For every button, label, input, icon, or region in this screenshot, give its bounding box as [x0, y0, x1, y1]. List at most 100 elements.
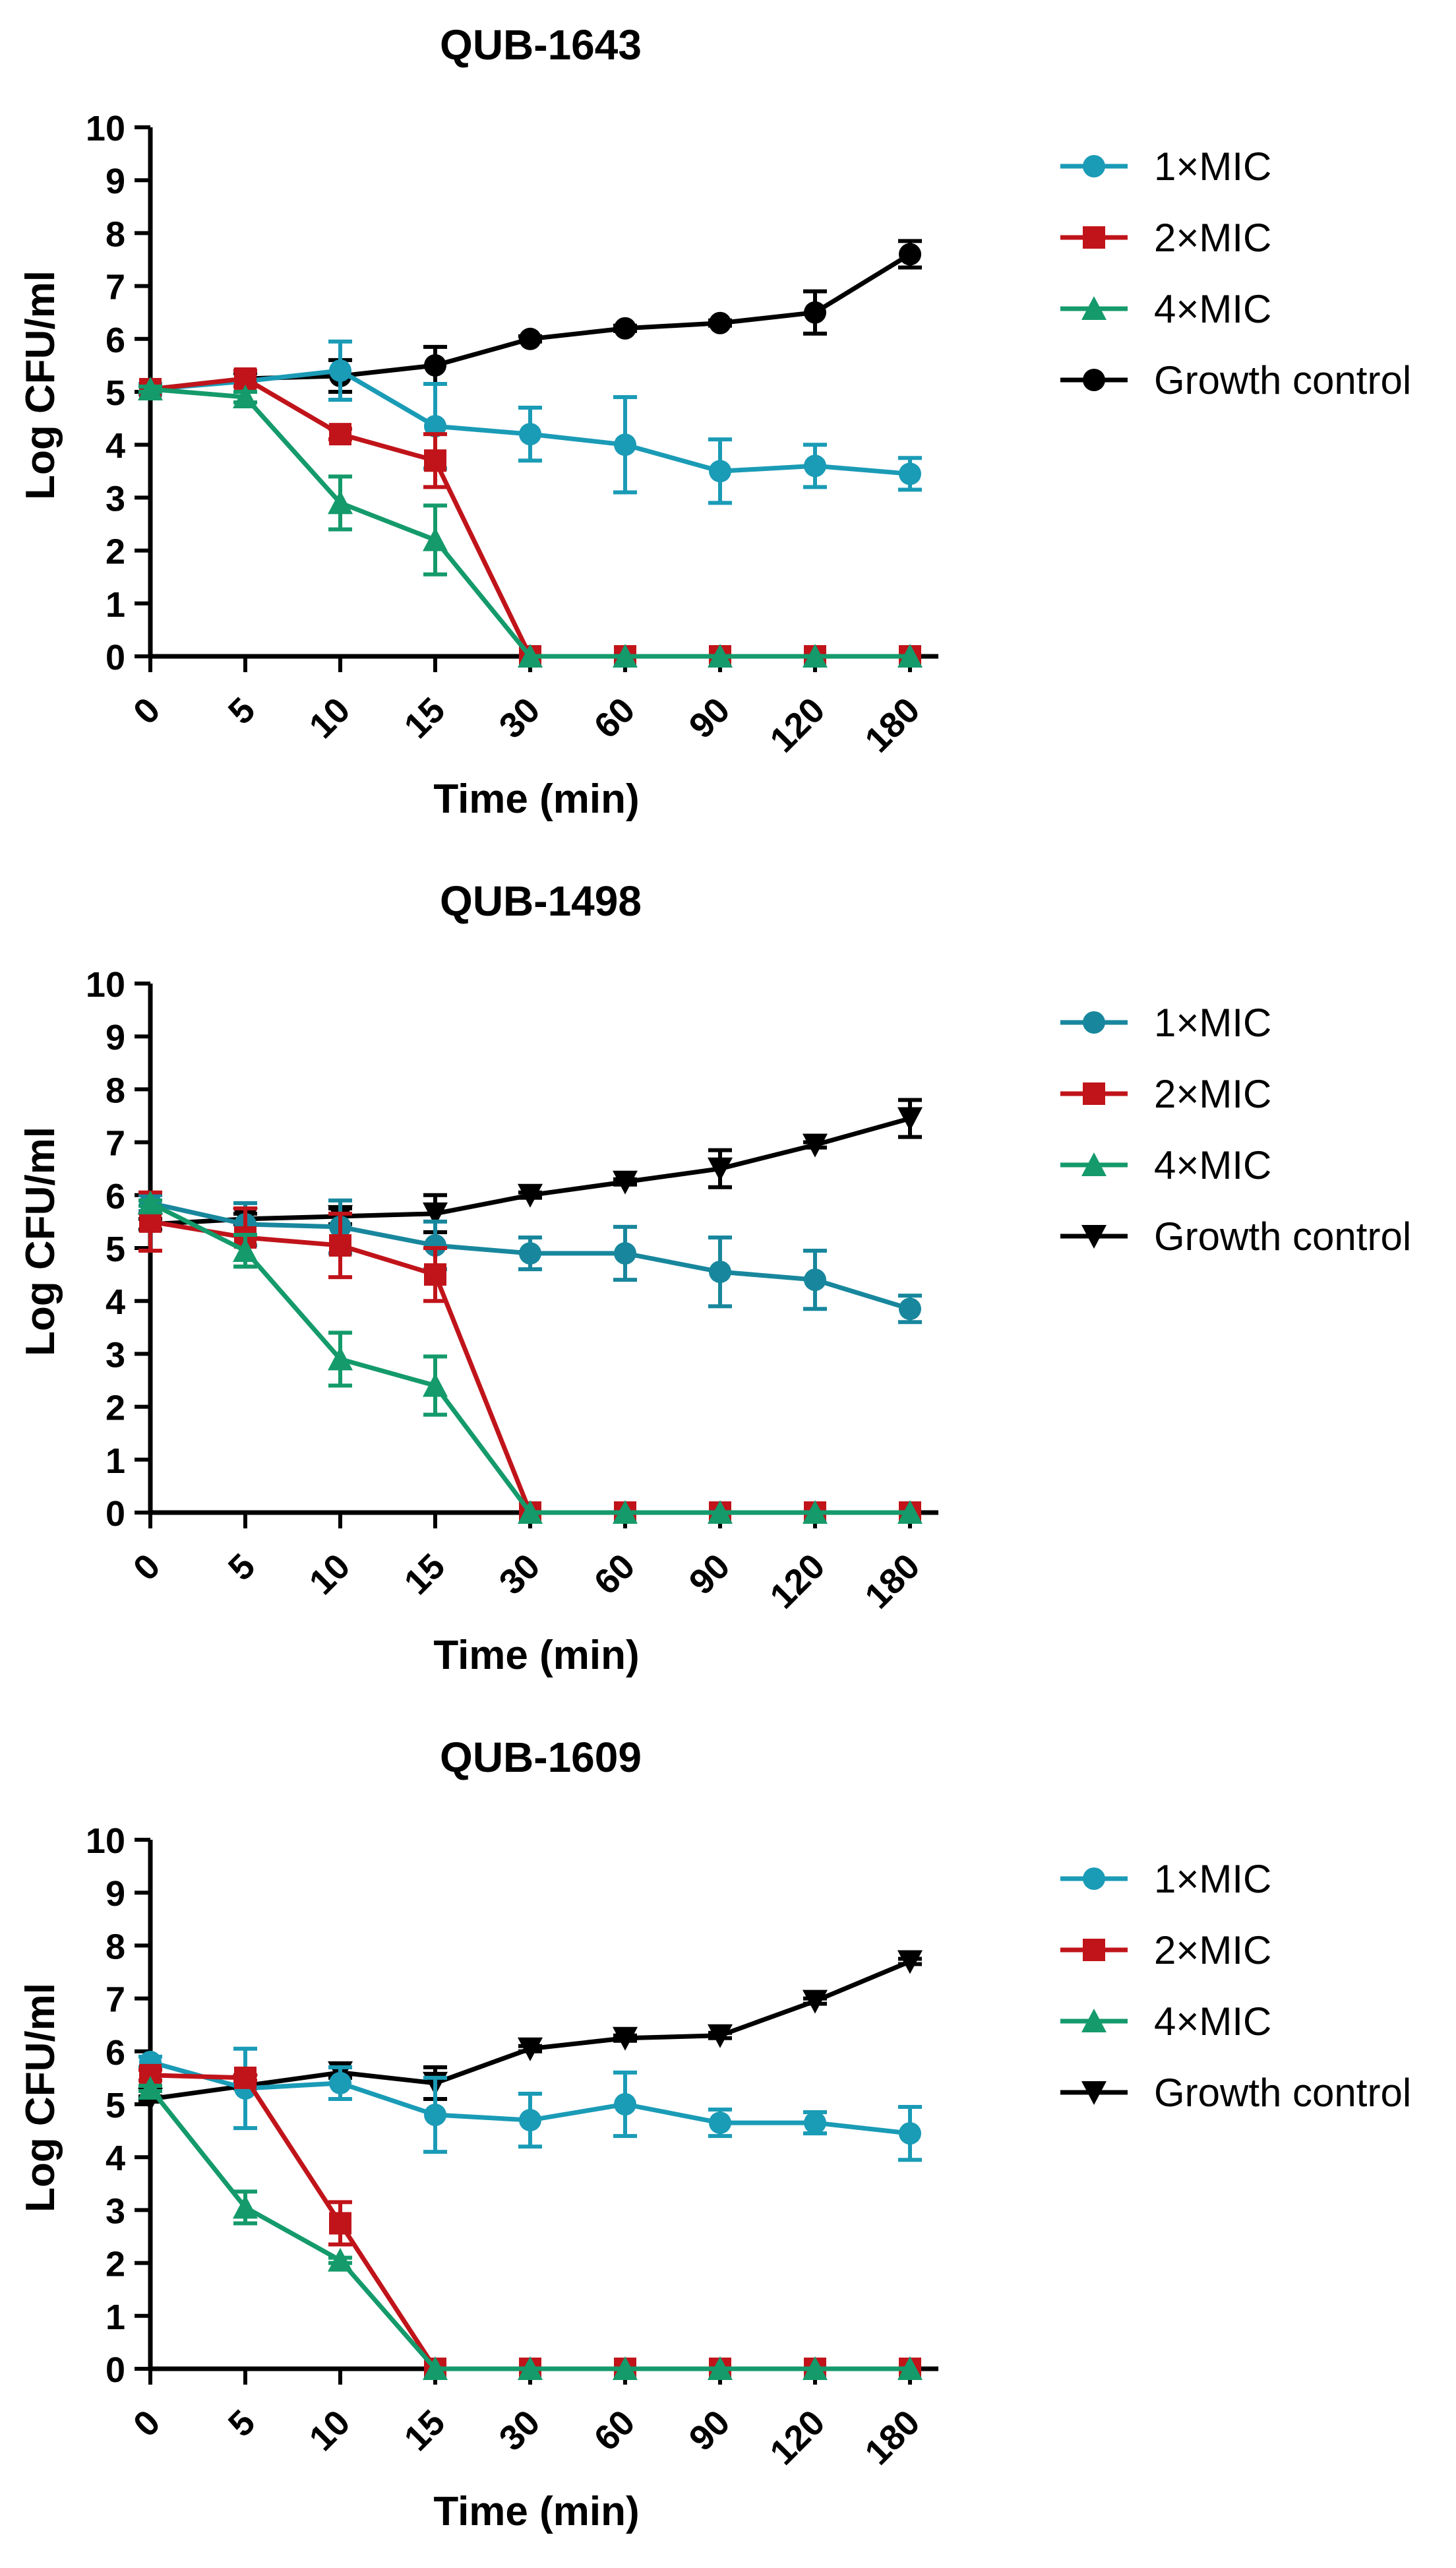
- x-tick-label: 10: [302, 690, 358, 746]
- series-4: [138, 1098, 923, 1237]
- data-point: [234, 2066, 257, 2089]
- data-point: [424, 1263, 446, 1286]
- x-tick-label: 30: [492, 690, 548, 746]
- series-line: [150, 1959, 911, 2102]
- data-point: [614, 2093, 636, 2115]
- data-point: [897, 1500, 923, 1524]
- data-point: [708, 644, 733, 668]
- legend-entry: 4×MIC: [1060, 287, 1271, 331]
- data-point: [897, 2356, 923, 2380]
- data-point: [897, 1950, 923, 1974]
- data-point: [613, 2026, 638, 2051]
- y-tick-label: 1: [106, 585, 125, 625]
- y-tick-label: 1: [106, 2298, 125, 2337]
- data-point: [614, 1242, 636, 1265]
- data-point: [519, 1242, 541, 1265]
- data-point: [518, 2037, 543, 2061]
- data-point: [329, 359, 351, 382]
- data-point: [897, 644, 923, 668]
- data-point: [803, 644, 828, 668]
- legend-entry: 1×MIC: [1060, 1857, 1271, 1901]
- legend-label: Growth control: [1154, 1214, 1411, 1259]
- series-3: [138, 2075, 923, 2380]
- x-tick-label: 10: [302, 2402, 358, 2458]
- series-3: [138, 1190, 923, 1524]
- data-point: [519, 423, 541, 446]
- x-tick-label: 120: [762, 690, 832, 760]
- data-point: [899, 243, 921, 266]
- data-point: [614, 317, 636, 340]
- x-tick-label: 30: [492, 2402, 548, 2458]
- y-tick-label: 6: [106, 1177, 125, 1216]
- x-tick-label: 60: [587, 1546, 643, 1602]
- legend-entry: 1×MIC: [1060, 1001, 1271, 1045]
- chart-panel-1: QUB-1643 0 1 2 3 4 5 6 7 8 9 10 0 5 10 15 30 60 90 120 180 Ti…: [0, 0, 1456, 856]
- legend-marker: [1083, 1011, 1105, 1034]
- data-point: [899, 462, 921, 485]
- legend-label: 2×MIC: [1154, 1072, 1271, 1116]
- legend-label: 1×MIC: [1154, 144, 1271, 189]
- y-tick-label: 9: [106, 162, 125, 201]
- x-tick-label: 60: [587, 2402, 643, 2458]
- y-tick-label: 5: [106, 2086, 125, 2125]
- data-point: [518, 644, 543, 668]
- y-tick-label: 9: [106, 1018, 125, 1057]
- data-point: [518, 1500, 543, 1524]
- legend-marker: [1083, 1082, 1105, 1105]
- data-point: [708, 1500, 733, 1524]
- data-point: [804, 2112, 826, 2135]
- y-tick-label: 10: [86, 109, 125, 148]
- x-axis-label: Time (min): [433, 1633, 639, 1678]
- y-tick-label: 6: [106, 321, 125, 360]
- y-tick-label: 10: [86, 965, 125, 1005]
- series-1: [138, 2046, 922, 2162]
- x-tick-label: 90: [682, 1546, 738, 1602]
- data-point: [423, 2356, 448, 2380]
- data-point: [613, 1170, 638, 1195]
- legend-entry: Growth control: [1060, 358, 1411, 402]
- legend-marker: [1083, 226, 1105, 249]
- y-tick-label: 7: [106, 1124, 125, 1164]
- data-point: [803, 1133, 828, 1158]
- x-tick-label: 180: [857, 2402, 927, 2472]
- x-tick-label: 90: [682, 690, 738, 746]
- data-point: [423, 527, 448, 551]
- data-point: [897, 1107, 923, 1131]
- data-point: [804, 301, 826, 324]
- chart-qub-1609: QUB-1609 0 1 2 3 4 5 6 7 8 9 10 0 5 10 15 30 60 90 120 180 Ti…: [18, 1734, 1411, 2534]
- y-tick-label: 7: [106, 1980, 125, 2020]
- y-tick-label: 5: [106, 373, 125, 413]
- data-point: [613, 2356, 638, 2380]
- x-tick-label: 15: [397, 690, 453, 746]
- legend-label: 2×MIC: [1154, 1928, 1271, 1972]
- y-tick-label: 0: [106, 1494, 125, 1534]
- legend-label: 1×MIC: [1154, 1857, 1271, 1901]
- y-tick-label: 5: [106, 1230, 125, 1269]
- y-tick-label: 8: [106, 1071, 125, 1110]
- legend-entry: 1×MIC: [1060, 144, 1271, 189]
- legend-entry: 2×MIC: [1060, 1928, 1271, 1972]
- data-point: [899, 2122, 921, 2145]
- y-tick-label: 2: [106, 532, 125, 572]
- data-point: [613, 1500, 638, 1524]
- data-point: [518, 2356, 543, 2380]
- series-line: [150, 1116, 911, 1227]
- data-point: [709, 460, 731, 483]
- data-point: [804, 454, 826, 478]
- data-point: [424, 415, 446, 438]
- data-point: [519, 2109, 541, 2132]
- data-point: [233, 1238, 258, 1263]
- y-tick-label: 0: [106, 2350, 125, 2390]
- data-point: [423, 1202, 448, 1226]
- y-tick-label: 3: [106, 2191, 125, 2231]
- x-tick-label: 120: [762, 2402, 832, 2472]
- data-point: [329, 2212, 351, 2235]
- legend-marker: [1081, 2009, 1107, 2032]
- chart-title: QUB-1498: [440, 877, 642, 925]
- legend-entry: 2×MIC: [1060, 216, 1271, 260]
- x-tick-label: 180: [857, 1546, 927, 1616]
- x-tick-label: 180: [857, 690, 927, 760]
- y-tick-label: 8: [106, 1927, 125, 1966]
- data-point: [519, 327, 541, 350]
- data-point: [899, 1298, 921, 1321]
